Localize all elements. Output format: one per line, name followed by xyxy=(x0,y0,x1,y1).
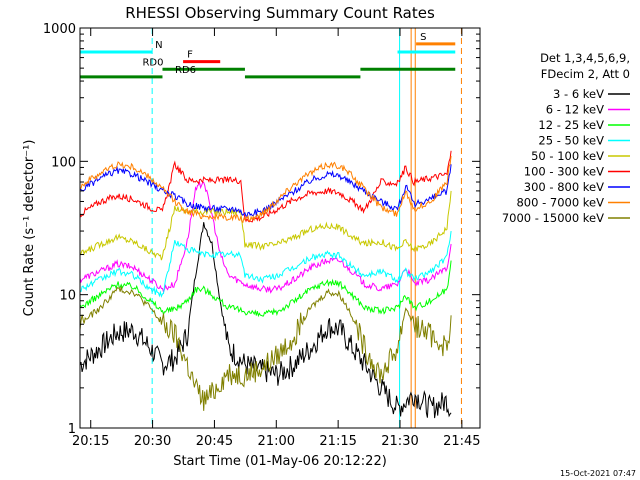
legend-label: 50 - 100 keV xyxy=(531,149,604,163)
timestamp: 15-Oct-2021 07:47 xyxy=(560,469,636,478)
series-12-25-kev xyxy=(79,260,452,318)
series-25-50-kev xyxy=(79,231,452,298)
legend-label: 7000 - 15000 keV xyxy=(502,211,604,225)
legend-item-300-800-kev: 300 - 800 keV xyxy=(524,180,630,194)
x-axis-label: Start Time (01-May-06 20:12:22) xyxy=(173,454,387,469)
flag-label-rd0: RD0 xyxy=(142,57,163,68)
flag-label-rd6: RD6 xyxy=(175,65,196,76)
y-axis-label: Count Rate (s⁻¹ detector⁻¹) xyxy=(22,140,37,317)
series-800-7000-kev xyxy=(79,155,452,224)
legend-label: 300 - 800 keV xyxy=(524,180,604,194)
legend-item-800-7000-kev: 800 - 7000 keV xyxy=(516,196,630,210)
series-line xyxy=(79,155,452,224)
x-tick-label: 21:00 xyxy=(258,434,295,449)
legend-item-6-12-kev: 6 - 12 keV xyxy=(546,103,630,117)
legend-item-50-100-kev: 50 - 100 keV xyxy=(531,149,630,163)
y-tick-label: 100 xyxy=(51,155,76,170)
x-tick-label: 21:30 xyxy=(381,434,418,449)
x-tick-label: 21:45 xyxy=(443,434,480,449)
series-line xyxy=(79,180,452,294)
chart-title: RHESSI Observing Summary Count Rates xyxy=(125,4,435,22)
series-line xyxy=(79,222,452,419)
flag-label-n: N xyxy=(155,40,162,51)
legend-item-3-6-kev: 3 - 6 keV xyxy=(553,87,630,101)
legend-item-12-25-kev: 12 - 25 keV xyxy=(538,118,630,132)
series-6-12-kev xyxy=(79,180,452,294)
plot-frame xyxy=(79,27,481,429)
legend-label: 800 - 7000 keV xyxy=(516,196,604,210)
series-3-6-kev xyxy=(79,222,452,419)
series-line xyxy=(79,260,452,318)
x-tick-label: 20:45 xyxy=(196,434,233,449)
y-tick-label: 1000 xyxy=(43,22,76,37)
legend-item-100-300-kev: 100 - 300 keV xyxy=(524,165,630,179)
x-tick-label: 20:15 xyxy=(72,434,109,449)
axis-layer: 20:15 20:30 20:45 21:00 21:15 21:30 21:45 1 10 10… xyxy=(43,22,481,449)
x-tick-label: 20:30 xyxy=(134,434,171,449)
legend-header-line-2: FDecim 2, Att 0 xyxy=(541,67,630,81)
series-line xyxy=(79,231,452,298)
series-line xyxy=(79,286,452,411)
series-layer xyxy=(79,150,452,419)
y-tick-label: 1 xyxy=(68,422,76,437)
y-tick-label: 10 xyxy=(59,289,76,304)
series-50-100-kev xyxy=(79,190,452,261)
legend-label: 100 - 300 keV xyxy=(524,165,604,179)
legend-label: 3 - 6 keV xyxy=(553,87,604,101)
legend-item-25-50-kev: 25 - 50 keV xyxy=(538,134,630,148)
flag-label-f: F xyxy=(187,50,193,61)
x-tick-label: 21:15 xyxy=(319,434,356,449)
legend-label: 25 - 50 keV xyxy=(538,134,604,148)
legend-label: 6 - 12 keV xyxy=(546,103,604,117)
legend-item-7000-15000-kev: 7000 - 15000 keV xyxy=(502,211,630,225)
legend-header-line-1: Det 1,3,4,5,6,9, xyxy=(540,51,630,65)
flag-label-s: S xyxy=(420,32,426,43)
series-line xyxy=(79,190,452,261)
flag-layer: N F RD0 RD6 S xyxy=(80,32,456,79)
legend-label: 12 - 25 keV xyxy=(538,118,604,132)
series-7000-15000-kev xyxy=(79,286,452,411)
